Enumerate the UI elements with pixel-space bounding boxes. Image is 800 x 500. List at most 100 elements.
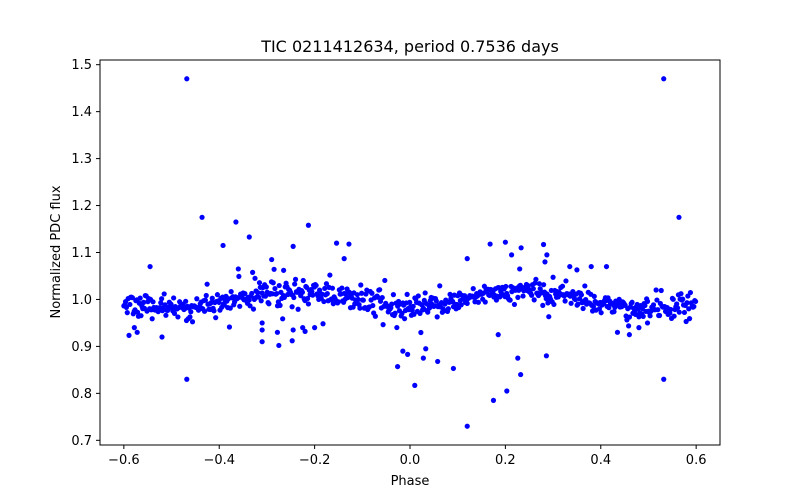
data-point: [187, 314, 193, 320]
x-tick-label: 0.4: [590, 453, 611, 468]
data-point: [626, 314, 633, 320]
data-point: [611, 309, 617, 315]
data-point: [392, 310, 398, 316]
data-point: [290, 243, 296, 249]
data-point: [661, 76, 667, 82]
x-tick-label: 0.2: [495, 453, 516, 468]
data-point: [582, 283, 588, 289]
data-point: [134, 329, 140, 335]
data-point: [274, 329, 281, 335]
data-point: [323, 281, 330, 287]
data-point: [507, 297, 513, 303]
data-point: [358, 282, 364, 288]
data-point: [310, 292, 316, 298]
data-point: [255, 289, 261, 296]
data-point: [292, 276, 299, 282]
data-point: [691, 303, 697, 310]
data-point: [201, 308, 208, 314]
data-point: [530, 286, 536, 292]
data-point: [270, 280, 276, 286]
data-point: [147, 263, 153, 270]
y-tick-label: 1.0: [71, 293, 92, 308]
data-point: [546, 314, 552, 320]
data-point: [426, 305, 433, 311]
data-point: [425, 309, 431, 315]
data-point: [359, 290, 365, 296]
data-point: [423, 346, 429, 352]
y-tick-label: 1.4: [71, 105, 92, 120]
data-point: [211, 308, 217, 314]
data-point: [161, 291, 167, 297]
data-point: [249, 290, 255, 297]
data-point: [377, 287, 383, 293]
data-point: [216, 299, 222, 306]
data-point: [655, 307, 661, 313]
data-point: [626, 323, 632, 329]
data-point: [676, 214, 682, 220]
data-point: [262, 293, 269, 299]
data-point: [292, 281, 298, 287]
data-point: [183, 298, 189, 304]
data-point: [228, 289, 234, 295]
data-point: [661, 376, 667, 382]
data-point: [233, 219, 239, 225]
data-point: [654, 297, 660, 303]
data-point: [202, 297, 208, 303]
data-point: [540, 302, 546, 308]
data-point: [434, 314, 440, 320]
data-point: [671, 313, 677, 319]
data-point: [214, 292, 221, 298]
data-point: [540, 241, 547, 248]
data-point: [435, 358, 441, 365]
data-point: [209, 295, 215, 301]
data-point: [184, 376, 190, 382]
data-point: [464, 423, 470, 429]
data-point: [520, 293, 526, 299]
y-tick-label: 1.5: [71, 58, 92, 73]
data-point: [515, 355, 521, 361]
y-tick-label: 0.9: [71, 340, 92, 355]
data-point: [644, 320, 651, 326]
data-point: [140, 299, 147, 305]
data-point: [304, 295, 311, 302]
data-point: [259, 339, 265, 345]
x-tick-label: −0.4: [203, 453, 235, 468]
data-point: [259, 320, 265, 326]
data-point: [289, 338, 295, 344]
data-point: [550, 274, 556, 280]
data-point: [322, 285, 328, 292]
data-point: [404, 291, 410, 297]
data-point: [171, 310, 178, 316]
data-point: [256, 294, 262, 300]
data-points: [121, 76, 699, 429]
data-point: [134, 309, 141, 315]
y-axis-label: Normalized PDC flux: [49, 185, 64, 318]
data-point: [280, 316, 286, 322]
data-point: [447, 291, 453, 297]
data-point: [171, 295, 177, 301]
data-point: [281, 294, 287, 301]
data-point: [291, 294, 297, 301]
data-point: [575, 301, 581, 307]
x-axis: −0.6 −0.4 −0.2 0.0 0.2 0.4 0.6: [108, 445, 706, 468]
data-point: [525, 283, 531, 289]
data-point: [542, 259, 548, 265]
data-point: [252, 275, 258, 281]
data-point: [437, 283, 443, 289]
data-point: [683, 318, 689, 325]
data-point: [692, 298, 699, 305]
data-point: [242, 291, 248, 297]
data-point: [281, 267, 287, 273]
data-point: [544, 252, 550, 258]
data-point: [464, 300, 470, 306]
data-point: [355, 296, 361, 303]
data-point: [668, 306, 674, 313]
data-point: [274, 290, 280, 297]
data-point: [450, 365, 456, 372]
data-point: [258, 298, 264, 304]
data-point: [329, 285, 336, 291]
data-point: [320, 321, 326, 327]
data-point: [372, 313, 378, 319]
data-point: [138, 313, 144, 319]
